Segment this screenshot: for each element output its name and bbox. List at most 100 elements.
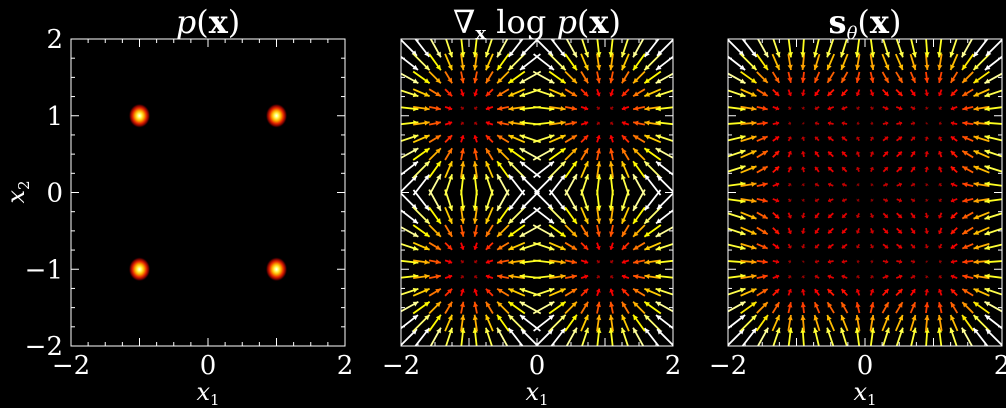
score-arrow xyxy=(564,134,578,144)
y-tick-label: 0 xyxy=(46,179,63,209)
score-arrow xyxy=(756,135,769,142)
score-arrow xyxy=(882,150,889,158)
score-arrow xyxy=(772,135,780,142)
score-arrow xyxy=(655,89,673,98)
score-arrow xyxy=(728,72,746,85)
score-arrow xyxy=(620,327,629,346)
score-arrow xyxy=(740,149,757,159)
score-arrow xyxy=(496,274,510,280)
score-arrow xyxy=(896,212,903,219)
score-arrow xyxy=(800,166,806,173)
score-arrow xyxy=(532,147,555,161)
score-arrow xyxy=(496,147,510,161)
score-arrow xyxy=(740,135,757,143)
score-arrow xyxy=(496,301,510,315)
score-arrow xyxy=(621,134,630,143)
score-arrow xyxy=(896,259,903,265)
score-arrow xyxy=(632,224,646,238)
score-arrow xyxy=(608,327,614,346)
score-arrow xyxy=(485,147,494,161)
score-arrow xyxy=(740,287,757,297)
score-arrow xyxy=(909,288,916,296)
score-arrow xyxy=(950,288,958,297)
score-arrow xyxy=(896,243,903,249)
score-arrow xyxy=(772,39,781,58)
score-arrow xyxy=(869,136,875,142)
score-arrow xyxy=(973,197,990,204)
score-arrow xyxy=(485,242,494,251)
score-arrow xyxy=(854,327,861,346)
score-arrow xyxy=(854,39,861,58)
score-arrow xyxy=(772,227,780,235)
score-arrow xyxy=(655,259,673,265)
score-arrow xyxy=(984,120,1002,126)
score-arrow xyxy=(643,189,662,211)
score-arrow xyxy=(841,274,848,280)
score-arrow xyxy=(869,288,875,296)
score-arrow xyxy=(961,39,974,58)
score-arrow xyxy=(564,105,578,111)
score-arrow xyxy=(826,288,835,297)
score-arrow xyxy=(496,206,510,225)
score-arrow xyxy=(870,106,874,111)
score-arrow xyxy=(826,88,835,97)
score-arrow xyxy=(428,224,442,238)
score-arrow xyxy=(882,105,889,111)
score-arrow xyxy=(609,121,614,126)
score-arrow xyxy=(460,259,465,264)
score-arrow xyxy=(643,224,662,238)
score-arrow xyxy=(459,134,465,143)
score-arrow xyxy=(428,287,442,297)
score-arrow xyxy=(429,39,442,58)
score-arrow xyxy=(596,274,601,279)
score-arrow xyxy=(580,105,589,111)
score-arrow xyxy=(909,53,917,71)
score-arrow xyxy=(632,287,646,297)
score-arrow xyxy=(740,181,757,188)
score-arrow xyxy=(962,259,974,265)
score-arrow xyxy=(772,105,780,111)
score-arrow xyxy=(895,327,904,346)
score-arrow xyxy=(814,259,820,265)
score-arrow xyxy=(472,314,478,332)
y-tick-label: 1 xyxy=(46,102,63,132)
score-arrow xyxy=(950,150,958,158)
score-arrow xyxy=(564,224,578,238)
score-arrow xyxy=(655,226,673,238)
score-arrow xyxy=(472,53,478,71)
score-arrow xyxy=(580,206,589,225)
score-arrow xyxy=(772,88,780,97)
y-tick-label: −1 xyxy=(25,255,63,285)
x-tick-label: −2 xyxy=(382,351,420,381)
learned-score-title: sθ(x) xyxy=(829,3,902,44)
score-arrow xyxy=(756,197,768,203)
score-arrow xyxy=(581,327,590,346)
score-arrow xyxy=(413,273,430,280)
score-arrow xyxy=(756,288,769,297)
score-arrow xyxy=(882,39,890,58)
score-arrow xyxy=(855,288,861,296)
score-arrow xyxy=(869,301,875,314)
score-arrow xyxy=(608,161,614,178)
learned-score-panel: sθ(x) −2 0 2 x1 xyxy=(709,3,1006,408)
score-arrow xyxy=(428,206,442,225)
score-arrow xyxy=(580,224,589,238)
score-arrow xyxy=(937,136,943,142)
score-arrow xyxy=(961,88,974,97)
score-arrow xyxy=(595,224,601,237)
score-arrow xyxy=(485,53,494,71)
score-arrow xyxy=(496,287,510,297)
x-tick-label: 2 xyxy=(337,351,354,381)
score-arrow xyxy=(800,327,806,346)
score-arrow xyxy=(740,105,757,112)
score-arrow xyxy=(895,274,903,280)
score-arrow xyxy=(550,327,567,346)
score-arrow xyxy=(800,136,806,142)
density-xlabel: x1 xyxy=(196,378,219,408)
score-arrow xyxy=(972,39,989,58)
score-arrow xyxy=(401,243,419,251)
score-arrow xyxy=(787,227,793,235)
score-arrow xyxy=(813,314,821,332)
score-arrow xyxy=(788,259,792,264)
score-arrow xyxy=(485,288,494,297)
